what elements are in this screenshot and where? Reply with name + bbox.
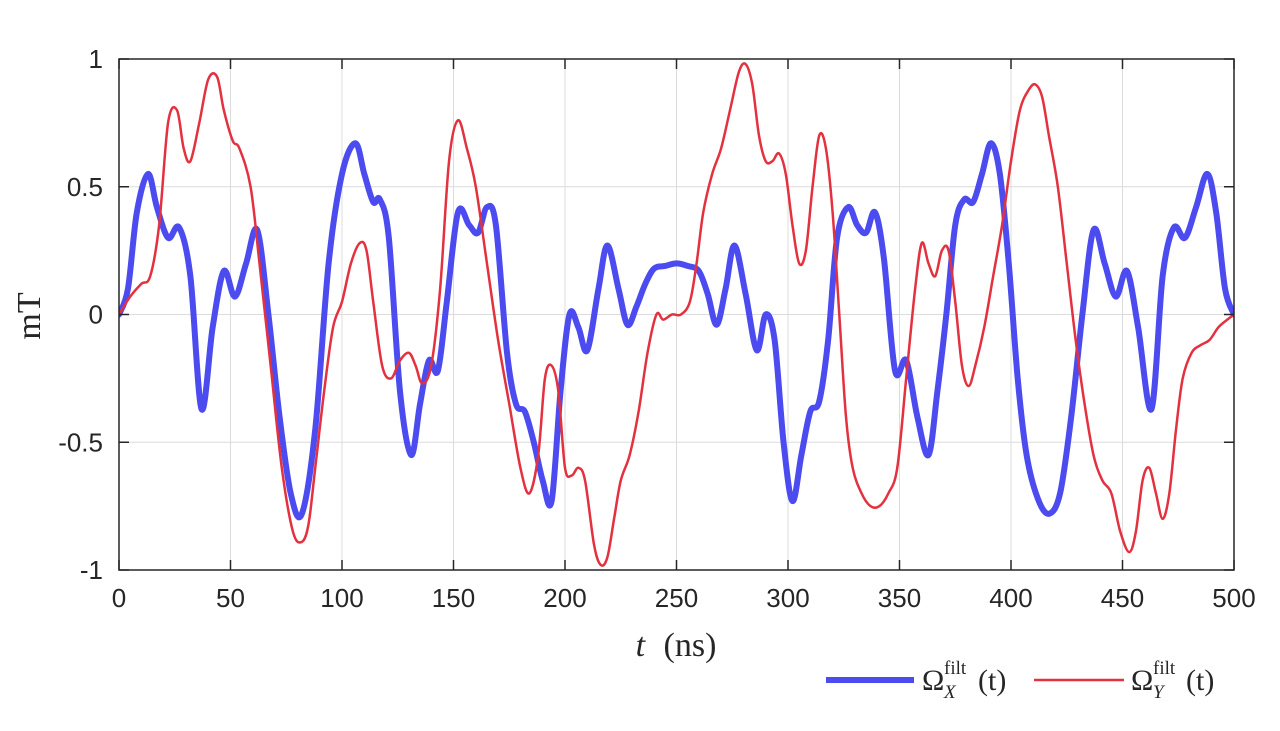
x-tick-label: 400 [989, 583, 1032, 613]
x-tick-label: 50 [216, 583, 245, 613]
tick-labels: 0 50 100 150 200 250 300 350 400 450 500 -1 -0.5 0 0.5… [58, 44, 1256, 613]
x-tick-label: 100 [320, 583, 363, 613]
y-tick-label: -0.5 [58, 427, 103, 457]
series-line-omega-y [119, 62, 1234, 567]
y-axis-label: mT [11, 292, 48, 339]
x-tick-label: 200 [543, 583, 586, 613]
x-tick-label: 150 [432, 583, 475, 613]
x-tick-label: 500 [1212, 583, 1255, 613]
legend-x-sub: X [943, 682, 957, 703]
legend-x-base: Ω [922, 664, 944, 697]
y-tick-label: 0.5 [67, 172, 103, 202]
y-tick-label: 1 [89, 44, 103, 74]
x-tick-label: 350 [878, 583, 921, 613]
legend-entry-y: Ω filt Y (t) [1131, 648, 1214, 705]
legend-y-base: Ω [1131, 664, 1153, 697]
legend-y-arg: (t) [1186, 664, 1214, 697]
x-axis-label-var: t [636, 627, 647, 664]
legend-x-arg: (t) [978, 664, 1006, 697]
y-tick-label: 0 [89, 300, 103, 330]
x-tick-label: 450 [1101, 583, 1144, 613]
series-line-omega-x [119, 140, 1234, 521]
y-tick-label: -1 [80, 555, 103, 585]
legend-entry-x: Ω filt X (t) [922, 648, 1006, 705]
legend: Ω filt X (t) Ω filt Y (t) [826, 648, 1214, 705]
x-axis-label: t (ns) [636, 627, 717, 664]
x-tick-label: 0 [112, 583, 126, 613]
legend-x-sup: filt [944, 658, 967, 679]
series-layer [119, 62, 1234, 567]
ticks [118, 58, 1235, 571]
x-tick-label: 250 [655, 583, 698, 613]
legend-y-sup: filt [1153, 658, 1176, 679]
x-axis-label-unit: (ns) [664, 627, 717, 664]
legend-y-sub: Y [1153, 682, 1166, 703]
x-tick-label: 300 [766, 583, 809, 613]
